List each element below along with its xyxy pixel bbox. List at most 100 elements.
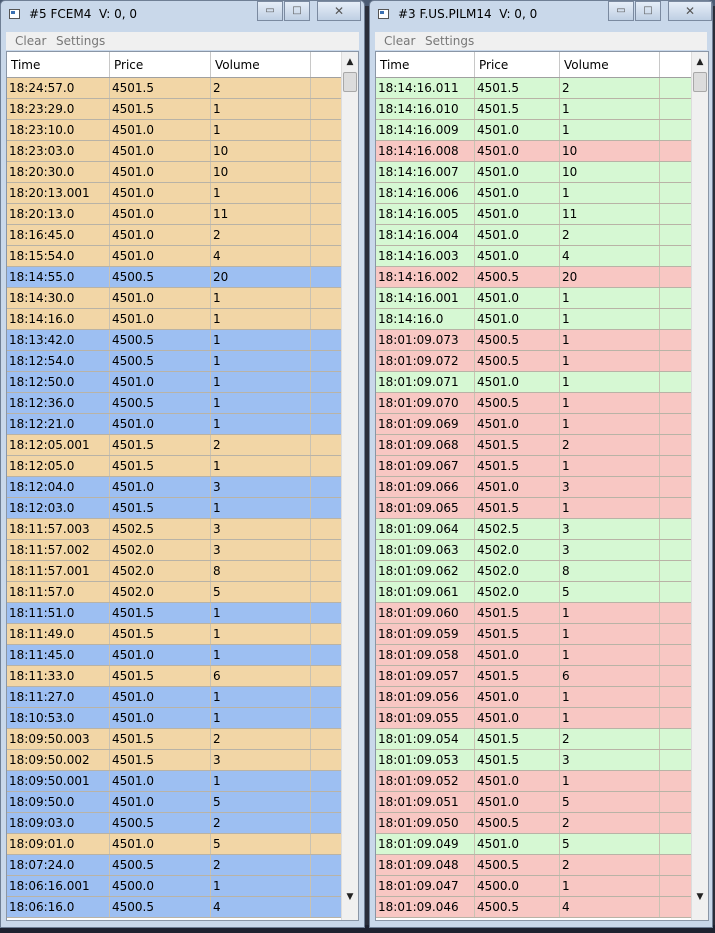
table-row[interactable]: 18:11:51.0 4501.5 1 [7, 603, 343, 624]
table-row[interactable]: 18:07:24.0 4500.5 2 [7, 855, 343, 876]
menu-clear[interactable]: Clear [15, 34, 47, 48]
scroll-thumb[interactable] [343, 72, 357, 92]
close-button[interactable]: ✕ [668, 1, 712, 21]
table-row[interactable]: 18:14:16.008 4501.0 10 [376, 141, 693, 162]
table-row[interactable]: 18:12:05.0 4501.5 1 [7, 456, 343, 477]
table-row[interactable]: 18:01:09.054 4501.5 2 [376, 729, 693, 750]
table-row[interactable]: 18:01:09.069 4501.0 1 [376, 414, 693, 435]
maximize-button[interactable]: □ [635, 1, 661, 21]
table-row[interactable]: 18:11:45.0 4501.0 1 [7, 645, 343, 666]
table-row[interactable]: 18:01:09.059 4501.5 1 [376, 624, 693, 645]
table-row[interactable]: 18:01:09.072 4500.5 1 [376, 351, 693, 372]
table-row[interactable]: 18:14:16.0 4501.0 1 [376, 309, 693, 330]
column-header-price[interactable]: Price [110, 52, 211, 77]
table-row[interactable]: 18:16:45.0 4501.0 2 [7, 225, 343, 246]
table-row[interactable]: 18:20:13.001 4501.0 1 [7, 183, 343, 204]
table-row[interactable]: 18:11:33.0 4501.5 6 [7, 666, 343, 687]
table-row[interactable]: 18:12:05.001 4501.5 2 [7, 435, 343, 456]
table-row[interactable]: 18:01:09.057 4501.5 6 [376, 666, 693, 687]
table-row[interactable]: 18:11:57.0 4502.0 5 [7, 582, 343, 603]
table-row[interactable]: 18:14:16.004 4501.0 2 [376, 225, 693, 246]
table-row[interactable]: 18:13:42.0 4500.5 1 [7, 330, 343, 351]
table-row[interactable]: 18:01:09.048 4500.5 2 [376, 855, 693, 876]
table-row[interactable]: 18:23:29.0 4501.5 1 [7, 99, 343, 120]
table-row[interactable]: 18:01:09.061 4502.0 5 [376, 582, 693, 603]
table-row[interactable]: 18:01:09.056 4501.0 1 [376, 687, 693, 708]
table-row[interactable]: 18:12:04.0 4501.0 3 [7, 477, 343, 498]
scroll-down-arrow-icon[interactable]: ▼ [696, 892, 704, 902]
table-row[interactable]: 18:14:16.006 4501.0 1 [376, 183, 693, 204]
column-header-volume[interactable]: Volume [560, 52, 660, 77]
table-row[interactable]: 18:01:09.066 4501.0 3 [376, 477, 693, 498]
table-row[interactable]: 18:14:16.011 4501.5 2 [376, 78, 693, 99]
table-row[interactable]: 18:09:50.002 4501.5 3 [7, 750, 343, 771]
table-row[interactable]: 18:14:16.007 4501.0 10 [376, 162, 693, 183]
table-row[interactable]: 18:01:09.053 4501.5 3 [376, 750, 693, 771]
table-row[interactable]: 18:01:09.067 4501.5 1 [376, 456, 693, 477]
table-row[interactable]: 18:11:57.001 4502.0 8 [7, 561, 343, 582]
table-row[interactable]: 18:14:16.009 4501.0 1 [376, 120, 693, 141]
table-row[interactable]: 18:09:50.001 4501.0 1 [7, 771, 343, 792]
table-row[interactable]: 18:14:55.0 4500.5 20 [7, 267, 343, 288]
table-row[interactable]: 18:01:09.073 4500.5 1 [376, 330, 693, 351]
vertical-scrollbar[interactable]: ▲ ▼ [691, 52, 708, 920]
table-row[interactable]: 18:06:16.0 4500.5 4 [7, 897, 343, 918]
table-row[interactable]: 18:01:09.058 4501.0 1 [376, 645, 693, 666]
column-header-time[interactable]: Time [376, 52, 475, 77]
table-row[interactable]: 18:01:09.051 4501.0 5 [376, 792, 693, 813]
table-row[interactable]: 18:01:09.071 4501.0 1 [376, 372, 693, 393]
table-row[interactable]: 18:11:57.002 4502.0 3 [7, 540, 343, 561]
table-row[interactable]: 18:01:09.070 4500.5 1 [376, 393, 693, 414]
column-header-time[interactable]: Time [7, 52, 110, 77]
table-row[interactable]: 18:09:50.0 4501.0 5 [7, 792, 343, 813]
minimize-button[interactable]: ▭ [608, 1, 634, 21]
table-row[interactable]: 18:01:09.049 4501.0 5 [376, 834, 693, 855]
table-row[interactable]: 18:12:03.0 4501.5 1 [7, 498, 343, 519]
column-header-price[interactable]: Price [475, 52, 560, 77]
scroll-up-arrow-icon[interactable]: ▲ [346, 57, 354, 67]
table-row[interactable]: 18:01:09.050 4500.5 2 [376, 813, 693, 834]
table-row[interactable]: 18:11:57.003 4502.5 3 [7, 519, 343, 540]
table-row[interactable]: 18:24:57.0 4501.5 2 [7, 78, 343, 99]
menu-settings[interactable]: Settings [425, 34, 475, 48]
table-row[interactable]: 18:12:54.0 4500.5 1 [7, 351, 343, 372]
vertical-scrollbar[interactable]: ▲ ▼ [341, 52, 358, 920]
table-row[interactable]: 18:09:01.0 4501.0 5 [7, 834, 343, 855]
table-row[interactable]: 18:23:03.0 4501.0 10 [7, 141, 343, 162]
close-button[interactable]: ✕ [317, 1, 361, 21]
table-row[interactable]: 18:01:09.063 4502.0 3 [376, 540, 693, 561]
table-row[interactable]: 18:09:50.003 4501.5 2 [7, 729, 343, 750]
table-row[interactable]: 18:01:09.064 4502.5 3 [376, 519, 693, 540]
table-row[interactable]: 18:01:09.047 4500.0 1 [376, 876, 693, 897]
scroll-down-arrow-icon[interactable]: ▼ [346, 892, 354, 902]
table-row[interactable]: 18:14:16.005 4501.0 11 [376, 204, 693, 225]
table-row[interactable]: 18:12:36.0 4500.5 1 [7, 393, 343, 414]
table-row[interactable]: 18:20:30.0 4501.0 10 [7, 162, 343, 183]
table-row[interactable]: 18:14:16.010 4501.5 1 [376, 99, 693, 120]
menu-settings[interactable]: Settings [56, 34, 106, 48]
maximize-button[interactable]: □ [284, 1, 310, 21]
table-row[interactable]: 18:20:13.0 4501.0 11 [7, 204, 343, 225]
table-row[interactable]: 18:01:09.060 4501.5 1 [376, 603, 693, 624]
table-row[interactable]: 18:15:54.0 4501.0 4 [7, 246, 343, 267]
table-row[interactable]: 18:10:53.0 4501.0 1 [7, 708, 343, 729]
table-row[interactable]: 18:14:16.002 4500.5 20 [376, 267, 693, 288]
column-header-volume[interactable]: Volume [211, 52, 311, 77]
table-row[interactable]: 18:09:03.0 4500.5 2 [7, 813, 343, 834]
table-row[interactable]: 18:14:16.001 4501.0 1 [376, 288, 693, 309]
table-row[interactable]: 18:12:21.0 4501.0 1 [7, 414, 343, 435]
table-row[interactable]: 18:06:16.001 4500.0 1 [7, 876, 343, 897]
title-bar[interactable]: #5 FCEM4 V: 0, 0 ▭ □ ✕ [1, 1, 364, 29]
title-bar[interactable]: #3 F.US.PILM14 V: 0, 0 ▭ □ ✕ [370, 1, 712, 29]
table-row[interactable]: 18:01:09.068 4501.5 2 [376, 435, 693, 456]
table-row[interactable]: 18:14:16.0 4501.0 1 [7, 309, 343, 330]
table-row[interactable]: 18:01:09.065 4501.5 1 [376, 498, 693, 519]
table-row[interactable]: 18:01:09.046 4500.5 4 [376, 897, 693, 918]
table-row[interactable]: 18:12:50.0 4501.0 1 [7, 372, 343, 393]
scroll-up-arrow-icon[interactable]: ▲ [696, 57, 704, 67]
menu-clear[interactable]: Clear [384, 34, 416, 48]
minimize-button[interactable]: ▭ [257, 1, 283, 21]
table-row[interactable]: 18:11:27.0 4501.0 1 [7, 687, 343, 708]
table-row[interactable]: 18:14:16.003 4501.0 4 [376, 246, 693, 267]
table-row[interactable]: 18:01:09.055 4501.0 1 [376, 708, 693, 729]
